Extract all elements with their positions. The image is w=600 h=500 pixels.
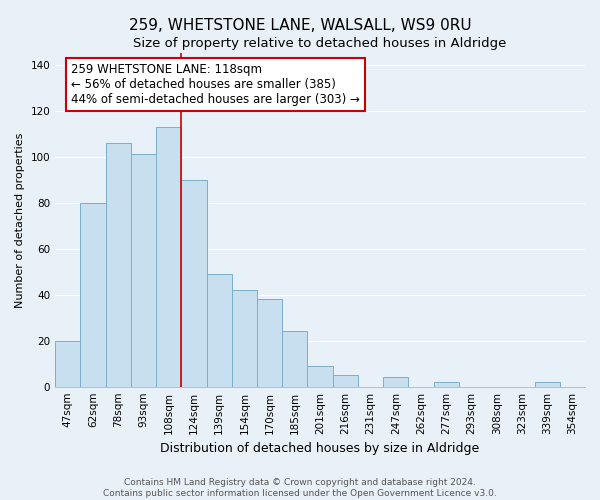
Bar [434, 382, 459, 386]
Bar [156, 126, 181, 386]
Bar [282, 332, 307, 386]
Bar [535, 382, 560, 386]
Bar [106, 143, 131, 386]
Bar [307, 366, 332, 386]
X-axis label: Distribution of detached houses by size in Aldridge: Distribution of detached houses by size … [160, 442, 480, 455]
Text: 259, WHETSTONE LANE, WALSALL, WS9 0RU: 259, WHETSTONE LANE, WALSALL, WS9 0RU [128, 18, 472, 32]
Bar [181, 180, 206, 386]
Bar [206, 274, 232, 386]
Text: 259 WHETSTONE LANE: 118sqm
← 56% of detached houses are smaller (385)
44% of sem: 259 WHETSTONE LANE: 118sqm ← 56% of deta… [71, 63, 360, 106]
Bar [131, 154, 156, 386]
Bar [80, 202, 106, 386]
Bar [257, 299, 282, 386]
Title: Size of property relative to detached houses in Aldridge: Size of property relative to detached ho… [133, 38, 507, 51]
Bar [383, 378, 409, 386]
Text: Contains HM Land Registry data © Crown copyright and database right 2024.
Contai: Contains HM Land Registry data © Crown c… [103, 478, 497, 498]
Bar [332, 375, 358, 386]
Bar [232, 290, 257, 386]
Bar [55, 340, 80, 386]
Y-axis label: Number of detached properties: Number of detached properties [15, 132, 25, 308]
